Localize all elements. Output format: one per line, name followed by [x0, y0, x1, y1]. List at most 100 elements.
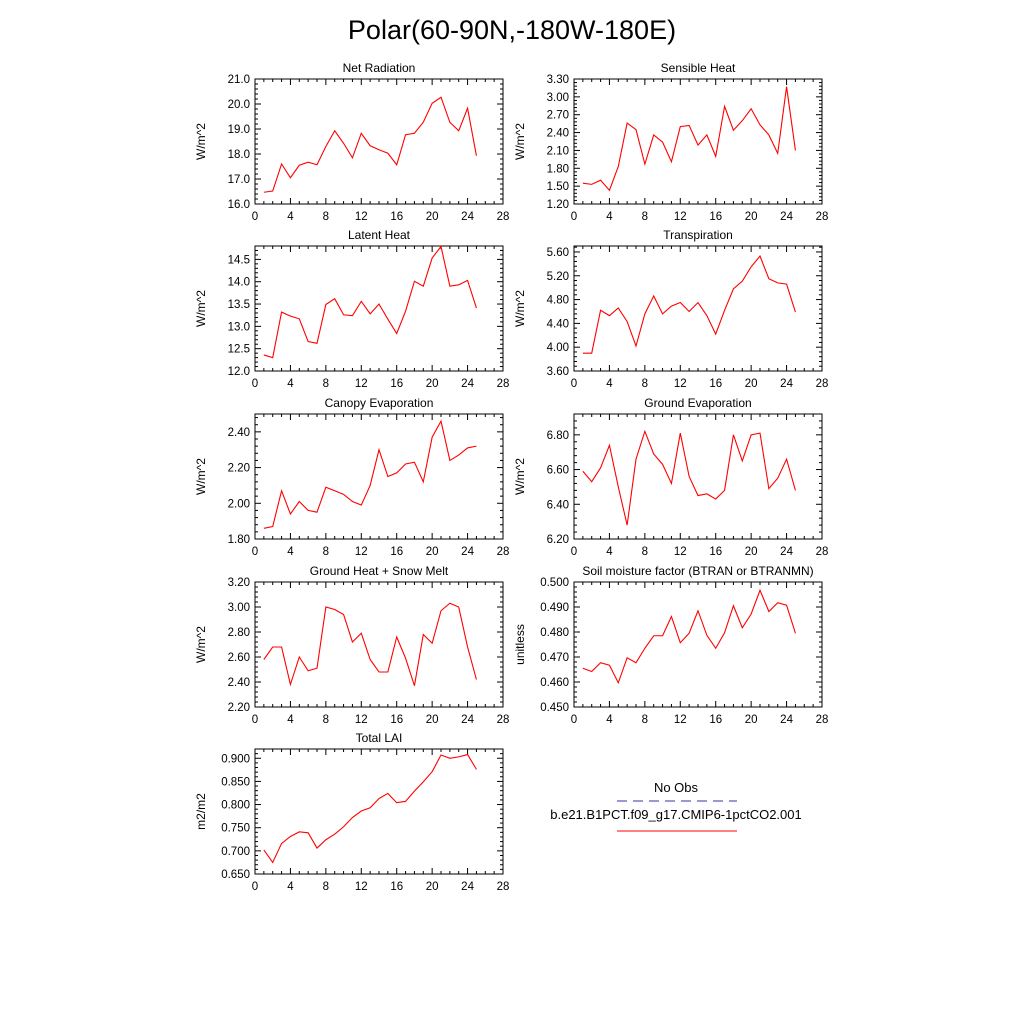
plot-frame — [254, 413, 504, 540]
legend-label-model: b.e21.B1PCT.f09_g17.CMIP6-1pctCO2.001 — [550, 807, 801, 822]
x-tick-label: 28 — [497, 378, 510, 390]
x-tick-label: 16 — [390, 211, 403, 223]
panel-title: Canopy Evaporation — [325, 396, 434, 410]
y-tick-label: 13.0 — [228, 321, 250, 333]
panel-title: Soil moisture factor (BTRAN or BTRANMN) — [582, 564, 813, 578]
x-tick-label: 8 — [642, 714, 648, 726]
y-tick-label: 17.0 — [228, 174, 250, 186]
x-tick-label: 28 — [816, 211, 829, 223]
x-tick-label: 24 — [461, 714, 474, 726]
y-tick-label: 21.0 — [228, 74, 250, 86]
x-tick-label: 16 — [709, 211, 722, 223]
x-tick-label: 12 — [355, 378, 368, 390]
panel-1: 0 4 8 12 16 20 24 28 16.0 17.0 18.0 19.0 20.0 21.0 Net… — [194, 61, 509, 223]
y-tick-label: 1.80 — [228, 534, 250, 546]
y-tick-label: 4.00 — [547, 342, 569, 354]
x-tick-label: 28 — [816, 378, 829, 390]
plot-frame — [573, 413, 823, 540]
y-tick-label: 3.20 — [228, 577, 250, 589]
y-axis-label: W/m^2 — [194, 458, 208, 495]
y-axis-label: W/m^2 — [194, 626, 208, 663]
series-line — [582, 86, 796, 192]
y-tick-label: 0.750 — [221, 823, 250, 835]
y-tick-label: 2.80 — [228, 627, 250, 639]
x-tick-label: 8 — [642, 546, 648, 558]
y-axis-label: unitless — [513, 624, 527, 665]
x-tick-label: 0 — [252, 881, 258, 893]
y-tick-label: 6.40 — [547, 499, 569, 511]
y-tick-label: 0.800 — [221, 800, 250, 812]
x-tick-label: 4 — [287, 881, 294, 893]
y-tick-label: 0.900 — [221, 753, 250, 765]
x-tick-label: 24 — [461, 378, 474, 390]
plot-frame — [573, 581, 823, 708]
series-line — [582, 429, 796, 526]
y-tick-label: 14.0 — [228, 277, 250, 289]
plot-frame — [254, 245, 504, 372]
x-tick-label: 0 — [252, 546, 258, 558]
x-tick-label: 20 — [745, 546, 758, 558]
panel-6: 0 4 8 12 16 20 24 28 6.20 6.40 6.60 6.80 Ground Evap… — [513, 396, 828, 558]
y-tick-label: 2.60 — [228, 652, 250, 664]
panel-title: Net Radiation — [343, 61, 416, 75]
y-tick-label: 2.20 — [228, 463, 250, 475]
x-tick-label: 20 — [745, 211, 758, 223]
y-axis-label: W/m^2 — [513, 458, 527, 495]
y-tick-label: 2.70 — [547, 110, 569, 122]
panel-title: Ground Evaporation — [644, 396, 751, 410]
series-line — [582, 255, 796, 354]
series-line — [263, 602, 477, 687]
x-tick-label: 24 — [461, 546, 474, 558]
y-tick-label: 2.00 — [228, 498, 250, 510]
y-axis-label: W/m^2 — [194, 290, 208, 327]
y-tick-label: 19.0 — [228, 124, 250, 136]
x-tick-label: 0 — [252, 378, 258, 390]
y-tick-label: 0.850 — [221, 776, 250, 788]
x-tick-label: 20 — [426, 546, 439, 558]
y-axis-label: W/m^2 — [513, 123, 527, 160]
x-tick-label: 28 — [497, 546, 510, 558]
panel-3: 0 4 8 12 16 20 24 28 12.0 12.5 13.0 13.5 14.0 14.5 Lat… — [194, 228, 509, 390]
series-line — [263, 96, 477, 193]
x-tick-label: 0 — [252, 714, 258, 726]
y-tick-label: 0.650 — [221, 869, 250, 881]
y-tick-label: 16.0 — [228, 199, 250, 211]
y-tick-label: 2.20 — [228, 702, 250, 714]
x-tick-label: 20 — [426, 378, 439, 390]
y-tick-label: 12.5 — [228, 344, 250, 356]
series-line — [263, 753, 477, 864]
main-title: Polar(60-90N,-180W-180E) — [348, 15, 676, 45]
legend: No Obs b.e21.B1PCT.f09_g17.CMIP6-1pctCO2… — [550, 780, 802, 832]
y-tick-label: 0.490 — [540, 602, 569, 614]
y-tick-label: 13.5 — [228, 299, 250, 311]
series-line — [263, 419, 477, 529]
y-tick-label: 0.700 — [221, 846, 250, 858]
y-tick-label: 0.500 — [540, 577, 569, 589]
x-tick-label: 20 — [745, 378, 758, 390]
x-tick-label: 28 — [497, 881, 510, 893]
x-tick-label: 20 — [426, 881, 439, 893]
x-tick-label: 4 — [287, 546, 294, 558]
x-tick-label: 28 — [497, 211, 510, 223]
x-tick-label: 8 — [323, 378, 329, 390]
panel-title: Sensible Heat — [661, 61, 736, 75]
x-tick-label: 24 — [780, 378, 793, 390]
x-tick-label: 20 — [426, 714, 439, 726]
x-tick-label: 0 — [571, 714, 577, 726]
x-tick-label: 8 — [642, 378, 648, 390]
legend-label-obs: No Obs — [654, 780, 699, 795]
x-tick-label: 24 — [780, 546, 793, 558]
x-tick-label: 8 — [323, 881, 329, 893]
x-tick-label: 28 — [497, 714, 510, 726]
panel-9: 0 4 8 12 16 20 24 28 0.650 0.700 0.750 0.800 0.850 0.… — [194, 731, 509, 893]
x-tick-label: 8 — [323, 546, 329, 558]
y-tick-label: 0.450 — [540, 702, 569, 714]
x-tick-label: 12 — [355, 546, 368, 558]
x-tick-label: 4 — [606, 714, 613, 726]
plot-frame — [254, 748, 504, 875]
x-tick-label: 0 — [571, 378, 577, 390]
x-tick-label: 8 — [323, 211, 329, 223]
y-tick-label: 1.80 — [547, 163, 569, 175]
plot-frame — [254, 581, 504, 708]
x-tick-label: 0 — [571, 546, 577, 558]
